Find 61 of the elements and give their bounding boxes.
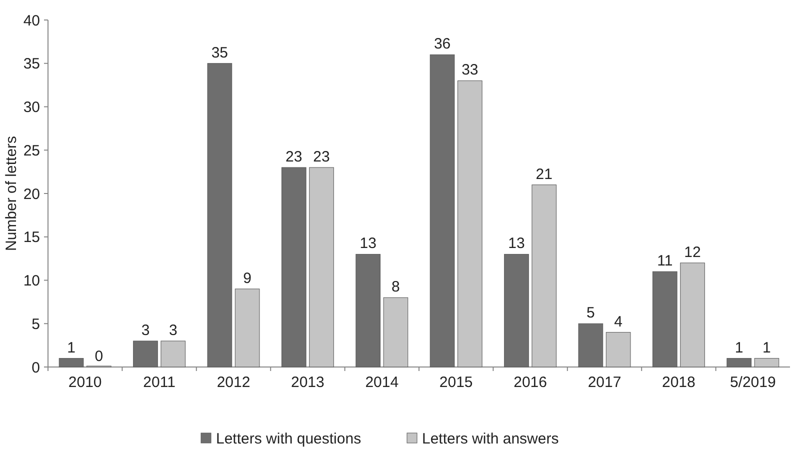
data-label: 3: [168, 322, 178, 339]
bar: [430, 54, 455, 368]
data-label: 1: [734, 339, 744, 356]
data-label: 33: [462, 62, 478, 79]
bar: [606, 332, 631, 368]
y-tick-label: 25: [23, 142, 40, 160]
data-label: 8: [392, 278, 400, 296]
legend-label: Letters with answers: [422, 430, 559, 448]
x-tick-label: 2010: [68, 374, 102, 391]
data-label: 1: [762, 339, 771, 356]
y-tick-label: 30: [23, 99, 40, 116]
data-label: 23: [313, 148, 330, 166]
x-tick-label: 2015: [439, 374, 473, 391]
data-label: 13: [508, 235, 525, 252]
legend-label: Letters with questions: [216, 430, 362, 448]
x-tick-label: 2017: [588, 374, 622, 391]
data-label: 23: [286, 148, 302, 166]
y-tick-label: 15: [23, 229, 40, 246]
bar: [532, 184, 557, 368]
data-label: 9: [243, 270, 252, 287]
data-label: 35: [211, 44, 228, 62]
data-label: 36: [434, 36, 451, 53]
x-tick-label: 2014: [365, 374, 399, 391]
bar: [652, 271, 678, 368]
y-tick-label: 35: [23, 56, 40, 73]
bar: [234, 288, 260, 368]
x-tick-label: 2011: [143, 374, 176, 391]
data-label: 11: [657, 252, 673, 270]
data-label: 13: [360, 235, 376, 252]
y-tick-label: 0: [32, 359, 40, 376]
x-tick-label: 2013: [291, 374, 324, 391]
data-label: 12: [684, 244, 701, 261]
y-axis-title: Number of letters: [3, 136, 20, 252]
bar: [281, 167, 306, 368]
bar: [726, 358, 752, 368]
y-tick-label: 10: [23, 272, 40, 290]
bar: [383, 297, 408, 368]
bar: [58, 358, 84, 368]
x-tick-label: 2016: [514, 374, 547, 391]
y-tick-label: 5: [32, 316, 40, 333]
data-label: 3: [141, 322, 150, 339]
data-label: 1: [67, 339, 76, 356]
bar: [356, 254, 380, 368]
bar: [754, 358, 780, 368]
x-tick-label: 2018: [662, 374, 696, 391]
bar: [207, 63, 232, 368]
bar: [458, 80, 482, 368]
bar: [578, 323, 604, 368]
x-tick-label: 5/2019: [730, 374, 776, 391]
bar: [309, 167, 334, 368]
bar: [160, 340, 186, 368]
bar: [680, 262, 705, 368]
bar: [133, 340, 158, 368]
data-label: 21: [536, 166, 552, 183]
y-tick-label: 40: [23, 12, 40, 30]
y-tick-label: 20: [23, 186, 40, 203]
data-label: 4: [614, 313, 622, 330]
bar: [504, 254, 529, 368]
x-tick-label: 2012: [216, 374, 250, 391]
data-label: 5: [586, 304, 595, 322]
data-label: 0: [94, 348, 104, 365]
